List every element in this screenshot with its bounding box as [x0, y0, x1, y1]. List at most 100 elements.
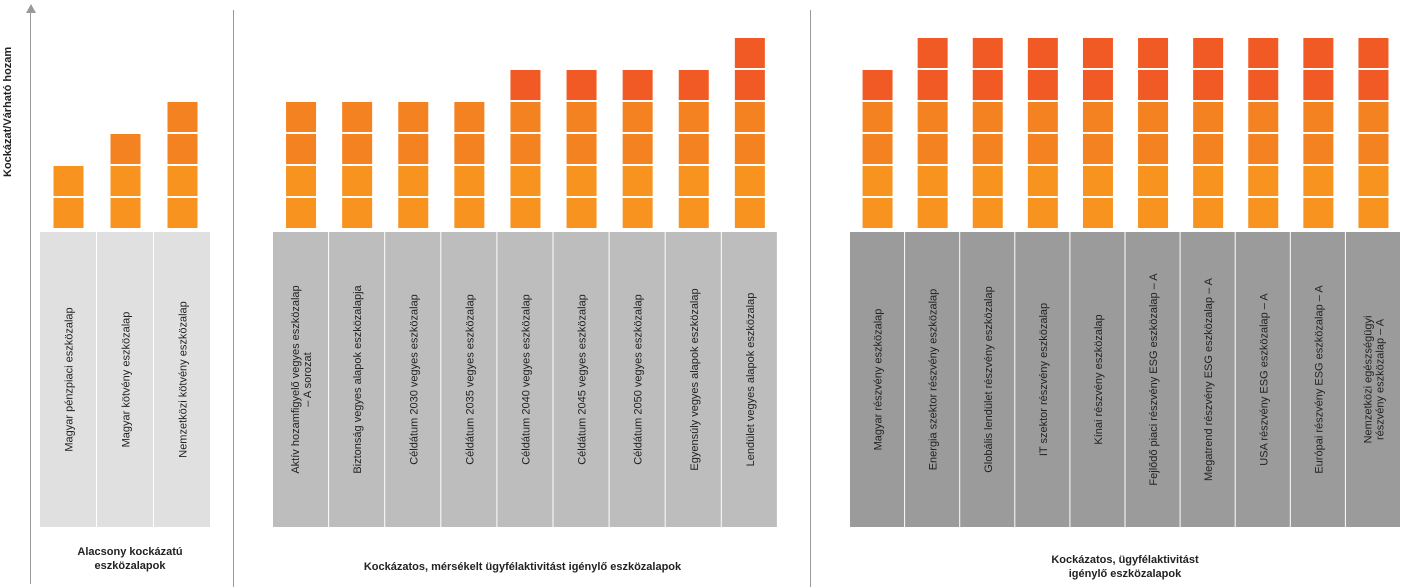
bar-block [678, 134, 709, 164]
bar-block [1303, 102, 1334, 132]
bar-block [454, 134, 485, 164]
bar-block [1248, 198, 1279, 228]
category-label: Kínai részvény eszközalap [1093, 314, 1105, 444]
group-label-high: Kockázatos, ügyfélaktivitást igénylő esz… [850, 553, 1400, 581]
category-label-background [553, 232, 609, 527]
bar-block [917, 102, 948, 132]
category-label: USA részvény ESG eszközalap – A [1258, 293, 1270, 466]
group-label-low: Alacsony kockázatú eszközalapok [40, 545, 220, 573]
category-label-line: Céldátum 2050 vegyes eszközalap [633, 294, 645, 465]
bar-block [1138, 38, 1169, 68]
bar-block [342, 102, 373, 132]
category-label-line: Magyar részvény eszközalap [873, 309, 885, 451]
bar-block [972, 70, 1003, 100]
bar-block [1027, 70, 1058, 100]
category-label: Európai részvény ESG eszközalap – A [1313, 285, 1325, 474]
bar-block [862, 198, 893, 228]
bar-block [1138, 166, 1169, 196]
bar-block [1358, 134, 1389, 164]
bar-block [286, 102, 317, 132]
group-label-line: Kockázatos, ügyfélaktivitást [1051, 554, 1199, 566]
category-label: Nemzetközi kötvény eszközalap [178, 301, 190, 458]
bar-block [917, 38, 948, 68]
bar-block [454, 166, 485, 196]
bar-block [566, 166, 597, 196]
category-label-background [1015, 232, 1070, 527]
bar-block [342, 166, 373, 196]
bar-block [167, 102, 198, 132]
group-label-line: igénylő eszközalapok [1068, 568, 1182, 580]
bar-block [566, 198, 597, 228]
bar-block [622, 134, 653, 164]
category-label-background [1345, 232, 1400, 527]
bar-block [286, 134, 317, 164]
bar-block [862, 70, 893, 100]
category-label: Magyar kötvény eszközalap [121, 312, 133, 448]
bar-block [1027, 134, 1058, 164]
bar-block [734, 166, 765, 196]
category-label-background [329, 232, 385, 527]
group-label-line: Alacsony kockázatú [77, 546, 183, 558]
category-label-background [721, 232, 777, 527]
bar-block [110, 134, 141, 164]
bar-block [1358, 38, 1389, 68]
category-label: Biztonság vegyes alapok eszközalapja [352, 284, 364, 473]
bar-block [167, 166, 198, 196]
bar-block [1248, 70, 1279, 100]
bar-block [972, 198, 1003, 228]
bar-block [917, 166, 948, 196]
category-label-background [1125, 232, 1180, 527]
bar-block [734, 134, 765, 164]
bar-block [398, 166, 429, 196]
category-label: IT szektor részvény eszközalap [1038, 303, 1050, 456]
category-label-line: Céldátum 2045 vegyes eszközalap [577, 294, 589, 465]
category-label-line: Céldátum 2040 vegyes eszközalap [520, 294, 532, 465]
category-label: Energia szektor részvény eszközalap [928, 289, 940, 471]
bar-block [1303, 166, 1334, 196]
bar-block [1248, 102, 1279, 132]
category-label-line: Egyensúly vegyes alapok eszközalap [689, 288, 701, 470]
bar-block [1027, 198, 1058, 228]
category-label: Egyensúly vegyes alapok eszközalap [689, 288, 701, 470]
category-label-background [960, 232, 1015, 527]
bar-block [1193, 70, 1224, 100]
category-label: Magyar pénzpiaci eszközalap [64, 307, 76, 451]
bar-block [1248, 38, 1279, 68]
bar-block [734, 102, 765, 132]
bar-block [510, 102, 541, 132]
bar-block [862, 134, 893, 164]
bar-block [286, 198, 317, 228]
bar-block [1193, 102, 1224, 132]
bar-block [454, 102, 485, 132]
bar-block [510, 134, 541, 164]
bar-block [1358, 166, 1389, 196]
bar-block [972, 102, 1003, 132]
category-label: Globális lendület részvény eszközalap [983, 286, 995, 473]
bar-block [1193, 134, 1224, 164]
category-label-line: Fejlődő piaci részvény ESG eszközalap – … [1148, 273, 1160, 486]
category-label-line: Megatrend részvény ESG eszközalap – A [1203, 277, 1215, 481]
bar-block [972, 134, 1003, 164]
category-label: Lendület vegyes alapok eszközalap [745, 293, 757, 467]
bar-block [917, 134, 948, 164]
category-label-background [609, 232, 665, 527]
category-label-background [40, 232, 96, 527]
bar-block [972, 38, 1003, 68]
category-label: Aktív hozamfigyelő vegyes eszközalap– A … [290, 285, 314, 473]
category-label-background [497, 232, 553, 527]
category-label-line: Európai részvény ESG eszközalap – A [1313, 285, 1325, 474]
category-label: Magyar részvény eszközalap [873, 309, 885, 451]
bar-block [1358, 70, 1389, 100]
bar-block [53, 166, 84, 196]
category-label-background [1290, 232, 1345, 527]
category-label-background [850, 232, 905, 527]
bar-block [1193, 166, 1224, 196]
bar-block [398, 198, 429, 228]
bar-block [734, 38, 765, 68]
bar-block [510, 198, 541, 228]
category-label-line: Nemzetközi kötvény eszközalap [178, 301, 190, 458]
bar-block [1082, 70, 1113, 100]
bar-block [1358, 102, 1389, 132]
bar-block [1138, 102, 1169, 132]
